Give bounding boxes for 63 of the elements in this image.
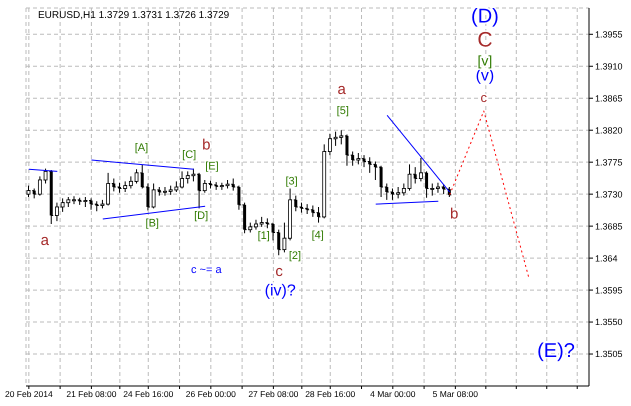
annotation: c — [275, 263, 284, 280]
annotation: [5] — [336, 105, 349, 118]
annotation: a — [40, 232, 50, 249]
y-tick-label: 1.3730 — [595, 189, 623, 200]
x-tick-label: 5 Mar 08:00 — [432, 389, 478, 400]
annotation: [1] — [258, 230, 270, 242]
candlestick — [158, 186, 161, 196]
annotation: [D] — [194, 210, 208, 222]
annotation: b — [202, 136, 210, 154]
y-tick-label: 1.3955 — [595, 29, 623, 40]
x-tick-label: 27 Feb 08:00 — [248, 389, 299, 400]
annotation: c ~= a — [190, 264, 222, 276]
annotation: a — [337, 81, 346, 98]
candlestick — [414, 166, 417, 184]
y-tick-label: 1.3865 — [595, 93, 623, 104]
annotation: c — [480, 90, 488, 106]
candlestick — [294, 195, 298, 212]
y-tick-label: 1.3550 — [595, 317, 623, 328]
annotation: b — [450, 206, 458, 223]
y-tick-label: 1.3685 — [595, 221, 623, 232]
y-tick-label: 1.3595 — [595, 285, 623, 296]
annotation: [v] — [478, 52, 492, 69]
x-tick-label: 4 Mar 00:00 — [370, 389, 416, 400]
candlestick — [50, 170, 53, 224]
candlestick — [232, 178, 235, 192]
y-tick-label: 1.364 — [595, 253, 618, 264]
y-tick-label: 1.3775 — [595, 157, 623, 168]
candlestick — [198, 172, 201, 209]
candlestick — [385, 183, 388, 200]
candlestick — [140, 164, 144, 189]
y-tick-label: 1.3505 — [595, 349, 623, 360]
y-tick-label: 1.3820 — [595, 125, 623, 136]
candlestick — [368, 156, 372, 174]
candlestick — [425, 170, 428, 198]
candlestick — [277, 229, 280, 256]
x-tick-label: 21 Feb 08:00 — [66, 389, 117, 400]
candlestick — [254, 219, 258, 230]
annotation: [C] — [182, 149, 196, 162]
annotation: [A] — [134, 142, 148, 154]
x-tick-label: 26 Feb 00:00 — [186, 389, 236, 400]
annotation: (D) — [471, 6, 499, 28]
candlestick — [243, 202, 246, 234]
x-tick-label: 28 Feb 16:00 — [305, 389, 356, 400]
candlestick — [351, 151, 354, 166]
annotation: [E] — [205, 160, 219, 172]
candlestick — [380, 165, 383, 198]
annotation: [4] — [312, 229, 324, 242]
annotation: (v) — [476, 68, 494, 85]
chart-title: EURUSD,H1 1.3729 1.3731 1.3726 1.3729 — [38, 10, 230, 21]
x-tick-label: 24 Feb 16:00 — [123, 389, 174, 400]
candlestick — [146, 183, 150, 211]
annotation: (iv)? — [264, 282, 296, 300]
candlestick — [32, 188, 36, 199]
candlestick — [442, 184, 446, 195]
candlestick — [237, 185, 240, 210]
annotation: [B] — [146, 217, 159, 230]
annotation: [2] — [288, 250, 302, 262]
annotation: (E)? — [537, 340, 575, 362]
candlestick — [112, 178, 116, 192]
x-tick-label: 20 Feb 2014 — [4, 389, 53, 400]
y-tick-label: 1.3910 — [595, 61, 623, 72]
annotation: C — [477, 28, 493, 52]
annotation: [3] — [285, 175, 298, 188]
